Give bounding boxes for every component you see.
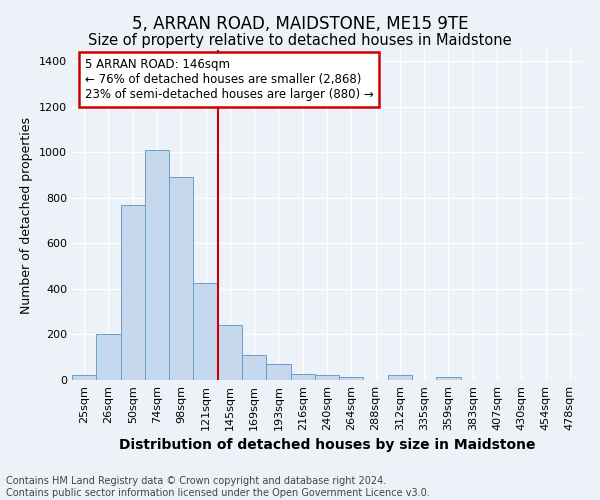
Bar (388, 376, 412, 380)
Bar (96, 334, 121, 380)
Text: 5 ARRAN ROAD: 146sqm
← 76% of detached houses are smaller (2,868)
23% of semi-de: 5 ARRAN ROAD: 146sqm ← 76% of detached h… (85, 58, 373, 101)
Y-axis label: Number of detached properties: Number of detached properties (20, 116, 34, 314)
Bar (169, 178, 193, 380)
Bar (315, 375, 339, 380)
X-axis label: Distribution of detached houses by size in Maidstone: Distribution of detached houses by size … (119, 438, 535, 452)
Bar (218, 326, 242, 380)
Bar (436, 376, 461, 380)
Bar (290, 374, 315, 380)
Bar (266, 364, 290, 380)
Bar (145, 150, 169, 380)
Text: Size of property relative to detached houses in Maidstone: Size of property relative to detached ho… (88, 32, 512, 48)
Bar (242, 355, 266, 380)
Bar (72, 376, 96, 380)
Bar (339, 376, 364, 380)
Bar (121, 205, 145, 380)
Bar (193, 284, 218, 380)
Text: Contains HM Land Registry data © Crown copyright and database right 2024.
Contai: Contains HM Land Registry data © Crown c… (6, 476, 430, 498)
Text: 5, ARRAN ROAD, MAIDSTONE, ME15 9TE: 5, ARRAN ROAD, MAIDSTONE, ME15 9TE (132, 15, 468, 33)
